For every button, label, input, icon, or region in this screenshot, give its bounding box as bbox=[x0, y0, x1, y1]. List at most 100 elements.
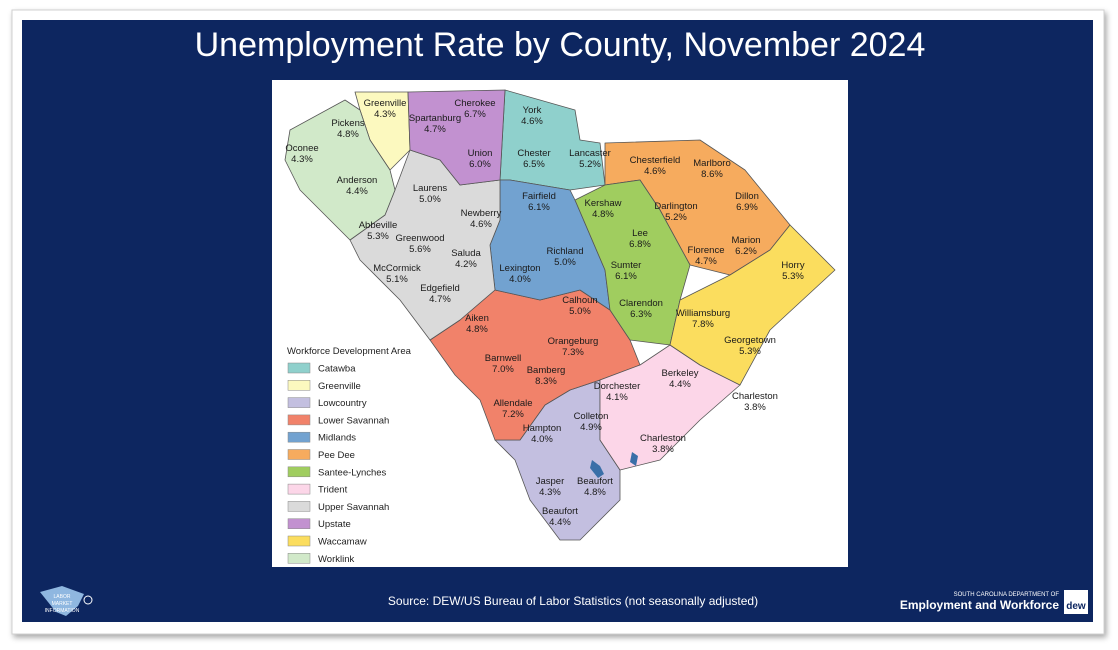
legend-label: Worklink bbox=[318, 554, 354, 565]
county-name: Fairfield bbox=[522, 191, 556, 202]
legend-swatch bbox=[287, 414, 311, 426]
county-rate: 7.8% bbox=[692, 319, 714, 330]
county-name: Clarendon bbox=[619, 298, 663, 309]
legend-label: Trident bbox=[318, 485, 348, 496]
county-name: Florence bbox=[688, 245, 725, 256]
county-rate: 6.0% bbox=[469, 159, 491, 170]
logo-line: SOUTH CAROLINA DEPARTMENT OF bbox=[954, 592, 1060, 598]
county-name: Union bbox=[468, 148, 493, 159]
county-rate: 4.6% bbox=[470, 219, 492, 230]
county-name: Jasper bbox=[536, 476, 565, 487]
county-name: Sumter bbox=[611, 260, 642, 271]
county-name: Edgefield bbox=[420, 283, 460, 294]
county-rate: 4.0% bbox=[509, 274, 531, 285]
county-rate: 4.8% bbox=[466, 324, 488, 335]
legend-label: Catawba bbox=[318, 364, 356, 375]
county-name: Spartanburg bbox=[409, 113, 461, 124]
legend-swatch bbox=[287, 483, 311, 495]
county-rate: 4.1% bbox=[606, 392, 628, 403]
county-name: Kershaw bbox=[585, 198, 622, 209]
county-name: Marion bbox=[731, 235, 760, 246]
legend-swatch bbox=[287, 518, 311, 529]
county-name: Richland bbox=[547, 246, 584, 257]
county-rate: 4.7% bbox=[695, 256, 717, 267]
county-name: Lancaster bbox=[569, 148, 611, 159]
logo-text: INFORMATION bbox=[45, 608, 80, 614]
county-name: Lee bbox=[632, 228, 648, 239]
county-name: Calhoun bbox=[562, 295, 597, 306]
county-rate: 6.1% bbox=[615, 271, 637, 282]
county-rate: 6.7% bbox=[464, 109, 486, 120]
legend-swatch bbox=[287, 501, 311, 512]
legend-swatch bbox=[287, 466, 311, 478]
county-name: Horry bbox=[781, 260, 804, 271]
county-name: Beaufort bbox=[577, 476, 613, 487]
logo-box bbox=[1064, 590, 1088, 614]
county-rate: 6.8% bbox=[629, 239, 651, 250]
logo-line: Employment and Workforce bbox=[900, 598, 1059, 612]
county-rate: 4.3% bbox=[374, 109, 396, 120]
legend-label: Pee Dee bbox=[318, 450, 355, 461]
county-rate: 6.5% bbox=[523, 159, 545, 170]
county-rate: 6.3% bbox=[630, 309, 652, 320]
legend-swatch bbox=[287, 431, 311, 443]
legend-label: Midlands bbox=[318, 433, 356, 444]
county-name: Bamberg bbox=[527, 365, 566, 376]
county-rate: 6.2% bbox=[735, 246, 757, 257]
county-rate: 5.2% bbox=[579, 159, 601, 170]
county-rate: 5.3% bbox=[367, 231, 389, 242]
county-name: Lexington bbox=[499, 263, 540, 274]
source-note: Source: DEW/US Bureau of Labor Statistic… bbox=[388, 594, 758, 608]
logo-text: MARKET bbox=[52, 601, 73, 607]
legend-swatch bbox=[287, 362, 311, 374]
logo-shape bbox=[40, 586, 84, 616]
county-rate: 4.7% bbox=[424, 124, 446, 135]
county-name: Anderson bbox=[337, 175, 378, 186]
county-rate: 5.0% bbox=[569, 306, 591, 317]
county-rate: 4.3% bbox=[291, 154, 313, 165]
county-labels: Greenville4.3%Cherokee6.7%Spartanburg4.7… bbox=[285, 98, 804, 528]
county-rate: 8.3% bbox=[535, 376, 557, 387]
slide-title: Unemployment Rate by County, November 20… bbox=[195, 26, 926, 64]
county-rate: 7.2% bbox=[502, 409, 524, 420]
county-rate: 7.3% bbox=[562, 347, 584, 358]
county-name: Aiken bbox=[465, 313, 489, 324]
county-name: Charleston bbox=[640, 433, 686, 444]
county-name: McCormick bbox=[373, 263, 421, 274]
county-name: Abbeville bbox=[359, 220, 398, 231]
county-rate: 5.0% bbox=[419, 194, 441, 205]
county-rate: 5.3% bbox=[739, 346, 761, 357]
legend-label: Greenville bbox=[318, 381, 361, 392]
legend: Workforce Development Area Catawba Greenv… bbox=[287, 346, 412, 565]
legend-swatch bbox=[287, 397, 311, 408]
county-name: Greenwood bbox=[395, 233, 444, 244]
county-name: Orangeburg bbox=[548, 336, 599, 347]
county-rate: 4.0% bbox=[531, 434, 553, 445]
county-name: Barnwell bbox=[485, 353, 521, 364]
left-logo: LABOR MARKET INFORMATION bbox=[40, 586, 93, 616]
county-name: Dillon bbox=[735, 191, 759, 202]
legend-swatch bbox=[287, 535, 311, 547]
county-name: Saluda bbox=[451, 248, 481, 259]
county-rate: 4.6% bbox=[521, 116, 543, 127]
legend-swatch bbox=[287, 449, 311, 460]
region bbox=[284, 99, 396, 241]
county-rate: 5.6% bbox=[409, 244, 431, 255]
county-name: Charleston bbox=[732, 391, 778, 402]
county-rate: 4.6% bbox=[644, 166, 666, 177]
county-name: Chesterfield bbox=[630, 155, 681, 166]
legend-label: Lower Savannah bbox=[318, 415, 389, 426]
county-name: Colleton bbox=[574, 411, 609, 422]
legend-title: Workforce Development Area bbox=[287, 346, 412, 357]
water bbox=[590, 452, 638, 478]
county-rate: 6.1% bbox=[528, 202, 550, 213]
county-rate: 4.4% bbox=[549, 517, 571, 528]
county-rate: 4.8% bbox=[584, 487, 606, 498]
legend-label: Santee-Lynches bbox=[318, 467, 387, 478]
county-name: Berkeley bbox=[662, 368, 699, 379]
right-logo: SOUTH CAROLINA DEPARTMENT OF Employment … bbox=[900, 590, 1088, 614]
county-rate: 4.4% bbox=[669, 379, 691, 390]
county-name: Cherokee bbox=[454, 98, 495, 109]
legend-swatch bbox=[287, 380, 311, 391]
county-rate: 6.9% bbox=[736, 202, 758, 213]
